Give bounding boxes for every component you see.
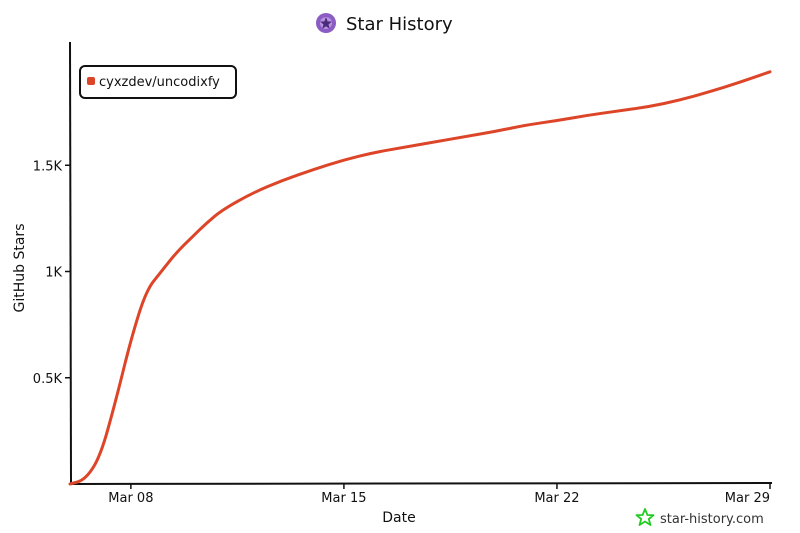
y-axis-title: GitHub Stars (12, 224, 28, 313)
axes (69, 41, 773, 485)
series-line-cyxzdev-uncodixfy (68, 70, 772, 486)
x-tick-label: Mar 22 (534, 491, 579, 506)
x-tick-label: Mar 29 (725, 491, 770, 506)
x-axis-title: Date (382, 510, 415, 526)
star-outline-icon (635, 508, 655, 526)
x-axis-line (69, 482, 773, 485)
y-tick-label: 1.5K (33, 159, 63, 174)
star-history-logo-icon (316, 13, 336, 33)
watermark[interactable]: star-history.com (635, 508, 764, 527)
watermark-text: star-history.com (660, 512, 764, 527)
x-tick-label: Mar 15 (321, 491, 366, 506)
chart-title: Star History (346, 14, 453, 35)
y-ticks: 0.5K 1K 1.5K (33, 159, 70, 387)
chart-header: Star History (316, 13, 453, 35)
y-axis-line (69, 41, 72, 485)
legend-box (79, 65, 237, 99)
legend-label: cyxzdev/uncodixfy (99, 75, 220, 90)
legend-swatch (87, 77, 95, 85)
y-tick-label: 1K (45, 266, 62, 281)
x-tick-label: Mar 08 (108, 491, 153, 506)
y-tick-label: 0.5K (33, 372, 63, 387)
legend[interactable]: cyxzdev/uncodixfy (79, 65, 237, 99)
x-ticks: Mar 08 Mar 15 Mar 22 Mar 29 (108, 484, 771, 506)
